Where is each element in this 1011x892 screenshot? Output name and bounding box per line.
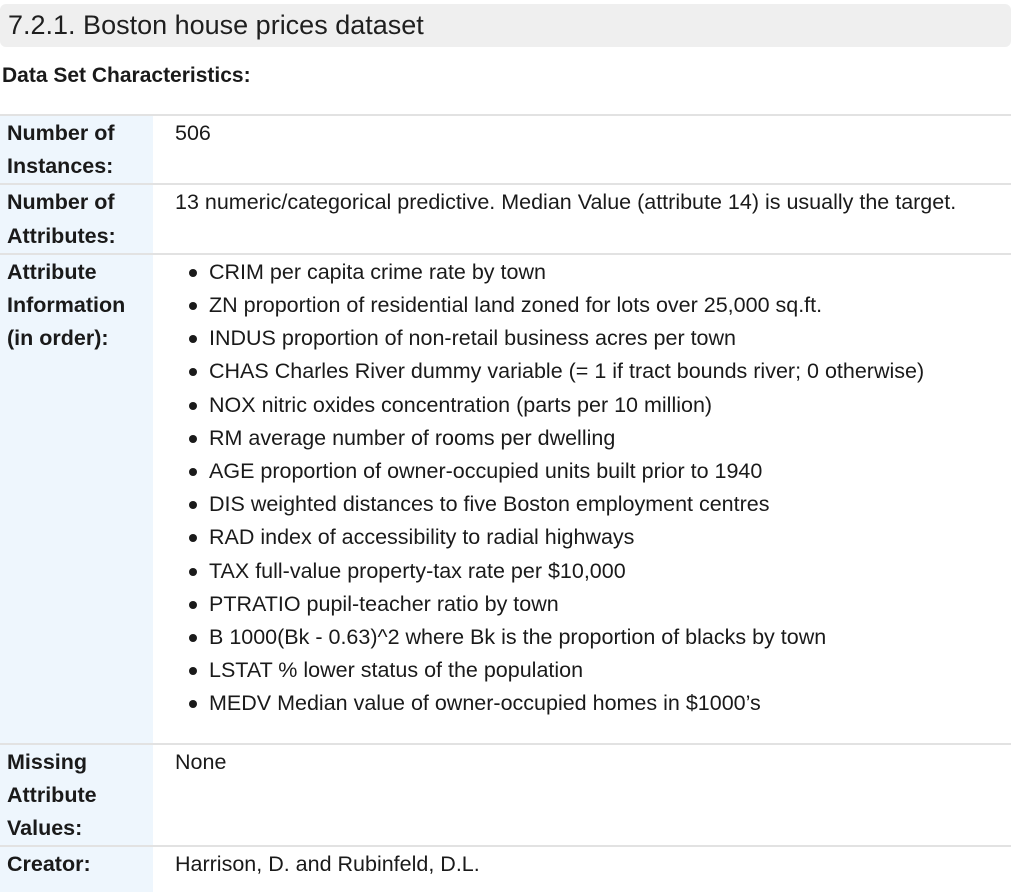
attribute-item: NOX nitric oxides concentration (parts p… bbox=[189, 389, 1011, 422]
attribute-item: LSTAT % lower status of the population bbox=[189, 654, 1011, 687]
attribute-item: PTRATIO pupil-teacher ratio by town bbox=[189, 588, 1011, 621]
field-name-attributes: Number of Attributes: bbox=[0, 184, 153, 254]
field-value-instances: 506 bbox=[175, 121, 211, 145]
attribute-item: CRIM per capita crime rate by town bbox=[189, 256, 1011, 289]
attribute-item: ZN proportion of residential land zoned … bbox=[189, 289, 1011, 322]
attribute-item: INDUS proportion of non-retail business … bbox=[189, 322, 1011, 355]
field-row-attributes: Number of Attributes: 13 numeric/categor… bbox=[0, 184, 1011, 254]
field-row-creator: Creator: Harrison, D. and Rubinfeld, D.L… bbox=[0, 846, 1011, 892]
field-name-creator: Creator: bbox=[0, 846, 153, 892]
attribute-item: CHAS Charles River dummy variable (= 1 i… bbox=[189, 355, 1011, 388]
characteristics-heading: Data Set Characteristics: bbox=[2, 64, 251, 87]
field-row-attribute-information: Attribute Information (in order): CRIM p… bbox=[0, 253, 1011, 744]
attribute-item: MEDV Median value of owner-occupied home… bbox=[189, 687, 1011, 720]
field-name-missing-values: Missing Attribute Values: bbox=[0, 743, 153, 847]
field-row-missing-values: Missing Attribute Values: None bbox=[0, 743, 1011, 847]
field-row-instances: Number of Instances: 506 bbox=[0, 115, 1011, 185]
attribute-item: RM average number of rooms per dwelling bbox=[189, 422, 1011, 455]
attribute-item: DIS weighted distances to five Boston em… bbox=[189, 488, 1011, 521]
attribute-item: RAD index of accessibility to radial hig… bbox=[189, 521, 1011, 554]
attribute-list: CRIM per capita crime rate by town ZN pr… bbox=[175, 256, 1011, 721]
characteristics-table: Number of Instances: 506 Number of Attri… bbox=[0, 114, 1011, 892]
field-value-creator: Harrison, D. and Rubinfeld, D.L. bbox=[175, 852, 480, 877]
field-value-missing-values: None bbox=[175, 749, 227, 774]
attribute-item: B 1000(Bk - 0.63)^2 where Bk is the prop… bbox=[189, 621, 1011, 654]
field-value-attributes: 13 numeric/categorical predictive. Media… bbox=[175, 190, 957, 215]
attribute-item: AGE proportion of owner-occupied units b… bbox=[189, 455, 1011, 488]
section-title: 7.2.1. Boston house prices dataset bbox=[0, 4, 1011, 47]
field-name-instances: Number of Instances: bbox=[0, 115, 153, 185]
attribute-item: TAX full-value property-tax rate per $10… bbox=[189, 555, 1011, 588]
field-name-attribute-information: Attribute Information (in order): bbox=[0, 253, 153, 744]
field-value-attribute-information: CRIM per capita crime rate by town ZN pr… bbox=[153, 254, 1011, 744]
